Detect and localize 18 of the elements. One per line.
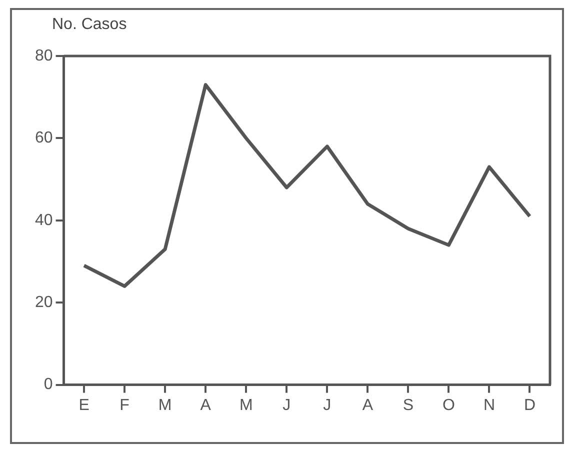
x-tick-label: M — [158, 396, 172, 414]
y-tick-label: 80 — [35, 47, 53, 64]
x-tick-label: J — [282, 396, 291, 414]
x-tick-label: A — [200, 396, 212, 414]
x-tick-label: S — [402, 396, 414, 414]
x-tick-label: M — [239, 396, 253, 414]
x-tick-label: N — [483, 396, 496, 414]
x-tick-label: A — [362, 396, 374, 414]
y-tick-label: 40 — [35, 212, 53, 229]
x-tick-label: F — [120, 396, 130, 414]
x-tick-label: E — [78, 396, 90, 414]
y-tick-label: 20 — [35, 294, 53, 312]
x-tick-label: O — [442, 396, 455, 414]
y-tick-label: 0 — [44, 376, 53, 394]
x-tick-label: D — [524, 396, 536, 414]
y-tick-label: 60 — [35, 130, 53, 147]
x-tick-label: J — [323, 396, 332, 414]
y-axis-title: No. Casos — [52, 16, 127, 34]
